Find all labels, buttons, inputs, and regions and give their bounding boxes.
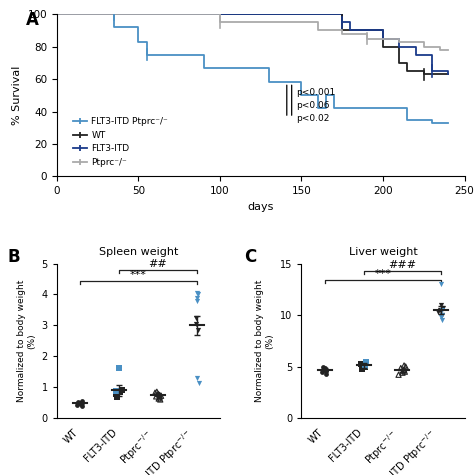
Point: [113, 393, 121, 401]
Text: ***: ***: [374, 269, 392, 279]
Point: [116, 388, 124, 396]
Point: [322, 366, 330, 373]
Point: [400, 361, 408, 369]
Point: [402, 363, 410, 371]
Point: [357, 360, 365, 368]
Point: [437, 301, 445, 309]
Point: [156, 393, 164, 401]
Text: p<0.06: p<0.06: [297, 101, 330, 110]
Point: [153, 388, 161, 396]
Point: [192, 320, 200, 328]
Point: [395, 371, 402, 379]
X-axis label: days: days: [247, 202, 274, 212]
Point: [397, 364, 405, 372]
Text: p<0.001: p<0.001: [297, 87, 336, 96]
Point: [318, 368, 326, 375]
Point: [193, 375, 201, 382]
Point: [321, 364, 328, 372]
Point: [77, 400, 85, 408]
Point: [151, 389, 159, 397]
Point: [438, 316, 446, 324]
Point: [438, 311, 446, 319]
Title: Spleen weight: Spleen weight: [99, 247, 178, 257]
Text: ##: ##: [148, 259, 167, 269]
Point: [112, 387, 120, 395]
Point: [156, 396, 164, 403]
Point: [439, 304, 447, 312]
Point: [157, 392, 165, 399]
Text: p<0.02: p<0.02: [297, 114, 330, 123]
Point: [193, 289, 201, 297]
Point: [401, 368, 409, 375]
Point: [361, 363, 369, 371]
Point: [74, 398, 82, 406]
Point: [400, 367, 407, 374]
Point: [155, 391, 163, 399]
Point: [438, 314, 445, 321]
Point: [323, 370, 330, 378]
Point: [358, 365, 365, 372]
Point: [78, 399, 85, 407]
Point: [155, 390, 162, 398]
Text: B: B: [8, 248, 20, 266]
Y-axis label: Normalized to body weight
(%): Normalized to body weight (%): [255, 280, 274, 402]
Text: C: C: [245, 248, 256, 266]
Point: [193, 297, 201, 305]
Point: [195, 380, 202, 387]
Point: [113, 390, 120, 398]
Point: [401, 366, 408, 373]
Point: [435, 308, 442, 316]
Point: [194, 291, 201, 298]
Text: ###: ###: [388, 260, 417, 270]
Point: [319, 363, 327, 371]
Title: Liver weight: Liver weight: [348, 247, 418, 257]
Point: [118, 386, 126, 394]
Point: [153, 392, 160, 400]
Point: [361, 362, 368, 370]
Point: [437, 306, 444, 314]
Text: ***: ***: [130, 270, 147, 280]
Point: [322, 367, 329, 374]
Point: [438, 306, 446, 314]
Point: [192, 314, 200, 322]
Point: [73, 401, 81, 408]
Y-axis label: % Survival: % Survival: [12, 66, 22, 125]
Point: [78, 402, 86, 409]
Point: [437, 280, 445, 288]
Point: [75, 399, 82, 406]
Y-axis label: Normalized to body weight
(%): Normalized to body weight (%): [17, 280, 36, 402]
Point: [399, 369, 406, 377]
Point: [78, 397, 86, 405]
Point: [363, 359, 370, 366]
Text: A: A: [26, 11, 39, 29]
Point: [358, 361, 365, 369]
Legend: FLT3-ITD Ptprc⁻/⁻, WT, FLT3-ITD, Ptprc⁻/⁻: FLT3-ITD Ptprc⁻/⁻, WT, FLT3-ITD, Ptprc⁻/…: [70, 114, 172, 171]
Point: [155, 395, 163, 402]
Point: [76, 399, 84, 407]
Point: [194, 326, 202, 334]
Point: [193, 294, 201, 302]
Point: [438, 311, 446, 319]
Point: [115, 364, 123, 372]
